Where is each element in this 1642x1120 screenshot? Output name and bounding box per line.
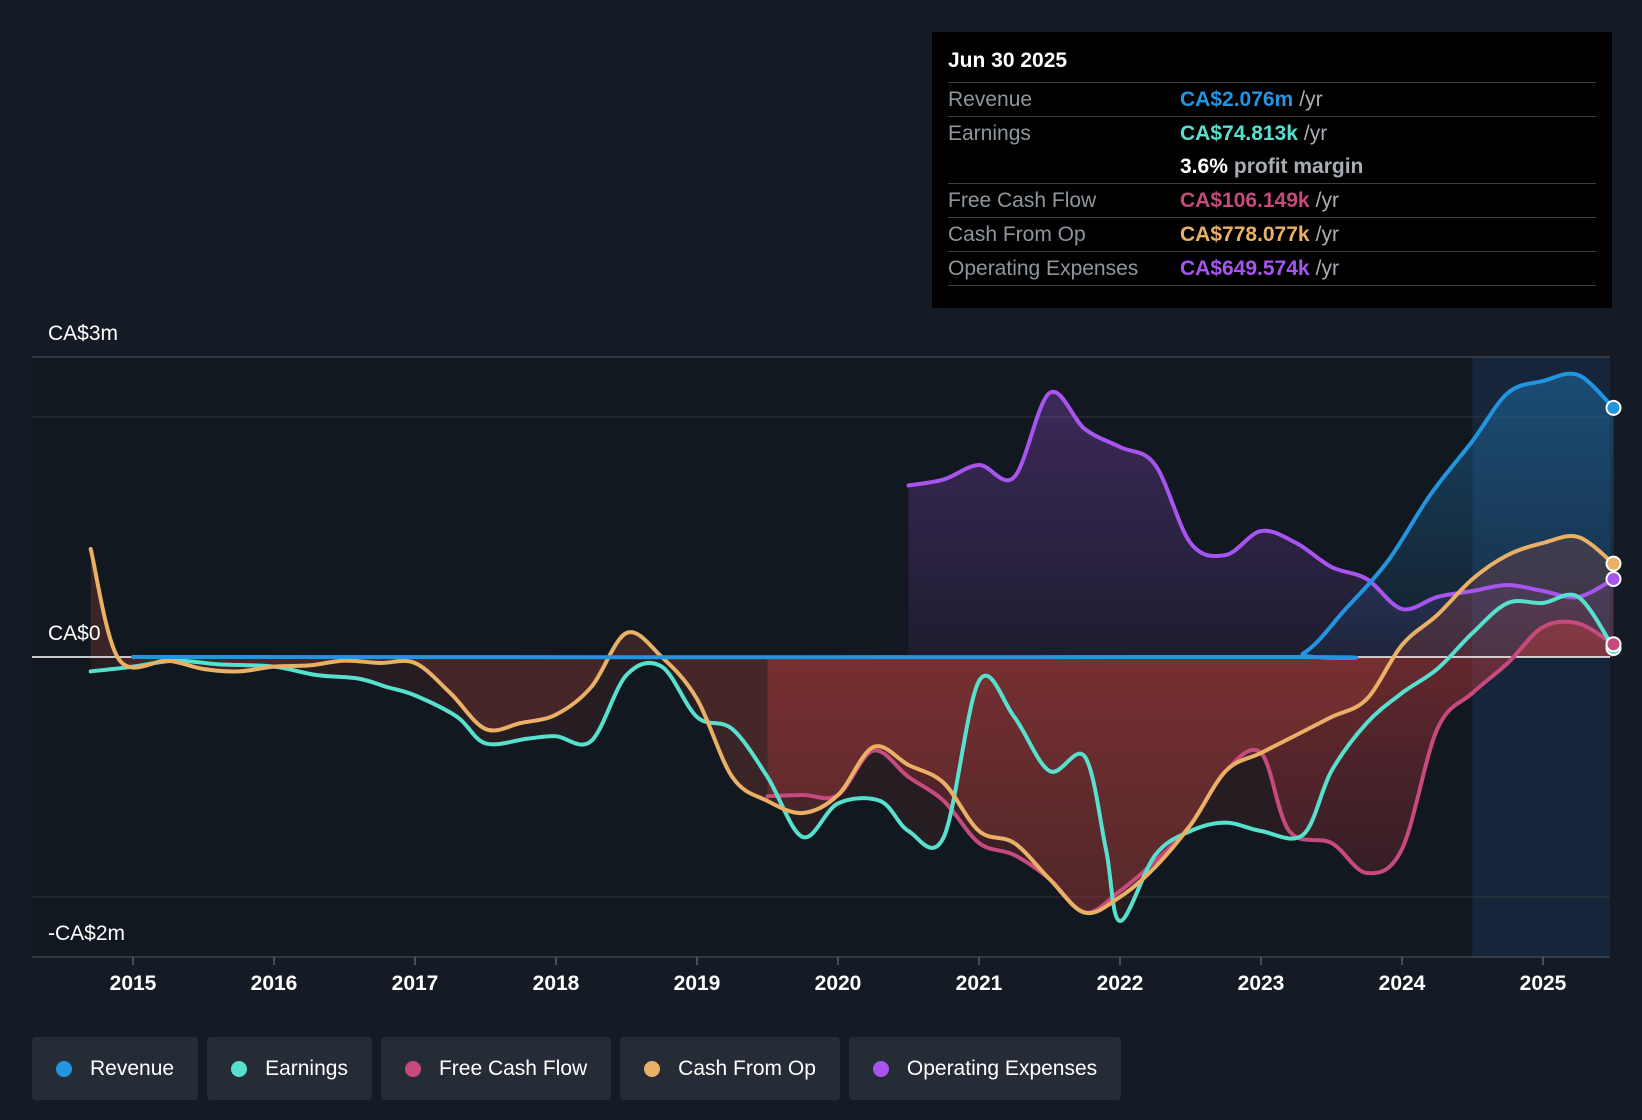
legend-label: Operating Expenses	[906, 1056, 1098, 1080]
tooltip-value: CA$106.149k	[1180, 189, 1310, 212]
x-tick-label: 2022	[1097, 972, 1144, 995]
x-tick-label: 2021	[956, 972, 1003, 995]
x-tick-label: 2023	[1238, 972, 1285, 995]
x-tick-label: 2019	[674, 972, 721, 995]
legend-dot-icon	[404, 1060, 421, 1077]
x-tick-label: 2015	[110, 972, 157, 995]
tooltip-unit: profit margin	[1233, 155, 1364, 178]
revenue-area	[133, 373, 1614, 658]
series-line-operating-expenses	[906, 389, 1616, 612]
tooltip-value: CA$778.077k	[1180, 223, 1310, 246]
x-tick-label: 2017	[392, 972, 439, 995]
tooltip-unit: /yr	[1315, 189, 1339, 212]
tooltip-label: Revenue	[948, 88, 1033, 111]
tooltip-label: Free Cash Flow	[948, 189, 1097, 212]
cfo-area	[90, 536, 1614, 914]
tooltip-unit: /yr	[1303, 122, 1328, 145]
tooltip-unit: /yr	[1299, 88, 1323, 111]
tooltip-row-revenue: Revenue CA$2.076m /yr	[948, 83, 1596, 117]
legend-label: Cash From Op	[678, 1056, 816, 1080]
tooltip-row-margin: 3.6% profit margin	[948, 150, 1596, 184]
legend-dot-icon	[872, 1060, 889, 1077]
endpoint-revenue	[1605, 399, 1622, 416]
y-label-bottom: -CA$2m	[48, 922, 125, 945]
x-tick-label: 2024	[1379, 972, 1426, 995]
legend-dot-icon	[644, 1060, 661, 1077]
earnings-area	[90, 594, 1614, 922]
endpoint-operating-expenses	[1605, 571, 1622, 587]
legend-dot-icon	[231, 1060, 248, 1077]
y-label-top: CA$3m	[48, 322, 118, 345]
tooltip: Jun 30 2025 Revenue CA$2.076m /yr Earnin…	[932, 32, 1612, 308]
tooltip-label: Cash From Op	[948, 223, 1086, 246]
tooltip-label: Earnings	[948, 122, 1031, 145]
tooltip-unit: /yr	[1315, 257, 1339, 280]
y-label-zero: CA$0	[48, 622, 101, 645]
legend-item-revenue[interactable]: Revenue	[32, 1037, 199, 1100]
endpoint-cash-from-op	[1605, 555, 1622, 572]
tooltip-value: CA$649.574k	[1180, 257, 1310, 280]
tooltip-label	[948, 150, 1180, 183]
tooltip-row-cfo: Cash From Op CA$778.077k /yr	[948, 218, 1596, 252]
tooltip-value: 3.6%	[1180, 155, 1228, 178]
endpoint-free-cash-flow	[1605, 636, 1622, 653]
legend-dot-icon	[56, 1060, 72, 1077]
tooltip-label: Operating Expenses	[948, 257, 1139, 280]
tooltip-row-fcf: Free Cash Flow CA$106.149k /yr	[948, 184, 1596, 218]
series-line-earnings	[88, 592, 1616, 923]
legend-item-free-cash-flow[interactable]: Free Cash Flow	[380, 1037, 612, 1100]
series-line-revenue	[131, 371, 1616, 660]
legend-item-cash-from-op[interactable]: Cash From Op	[620, 1037, 840, 1100]
tooltip-value: CA$2.076m	[1180, 88, 1294, 111]
legend-label: Free Cash Flow	[438, 1056, 588, 1080]
tooltip-date: Jun 30 2025	[948, 46, 1596, 83]
legend-item-earnings[interactable]: Earnings	[207, 1037, 372, 1100]
opex-area	[908, 391, 1614, 657]
x-tick-label: 2018	[533, 972, 580, 995]
x-tick-label: 2016	[251, 972, 298, 995]
legend-item-operating-expenses[interactable]: Operating Expenses	[848, 1037, 1122, 1100]
legend: Revenue Earnings Free Cash Flow Cash Fro…	[32, 1037, 1122, 1100]
tooltip-value: CA$74.813k	[1180, 122, 1298, 145]
x-tick-label: 2025	[1520, 972, 1567, 995]
series-line-cash-from-op	[88, 534, 1616, 916]
x-tick-label: 2020	[815, 972, 862, 995]
tooltip-unit: /yr	[1315, 223, 1339, 246]
legend-label: Earnings	[265, 1056, 348, 1080]
tooltip-row-opex: Operating Expenses CA$649.574k /yr	[948, 252, 1596, 286]
legend-label: Revenue	[90, 1056, 175, 1080]
tooltip-row-earnings: Earnings CA$74.813k /yr	[948, 117, 1596, 150]
